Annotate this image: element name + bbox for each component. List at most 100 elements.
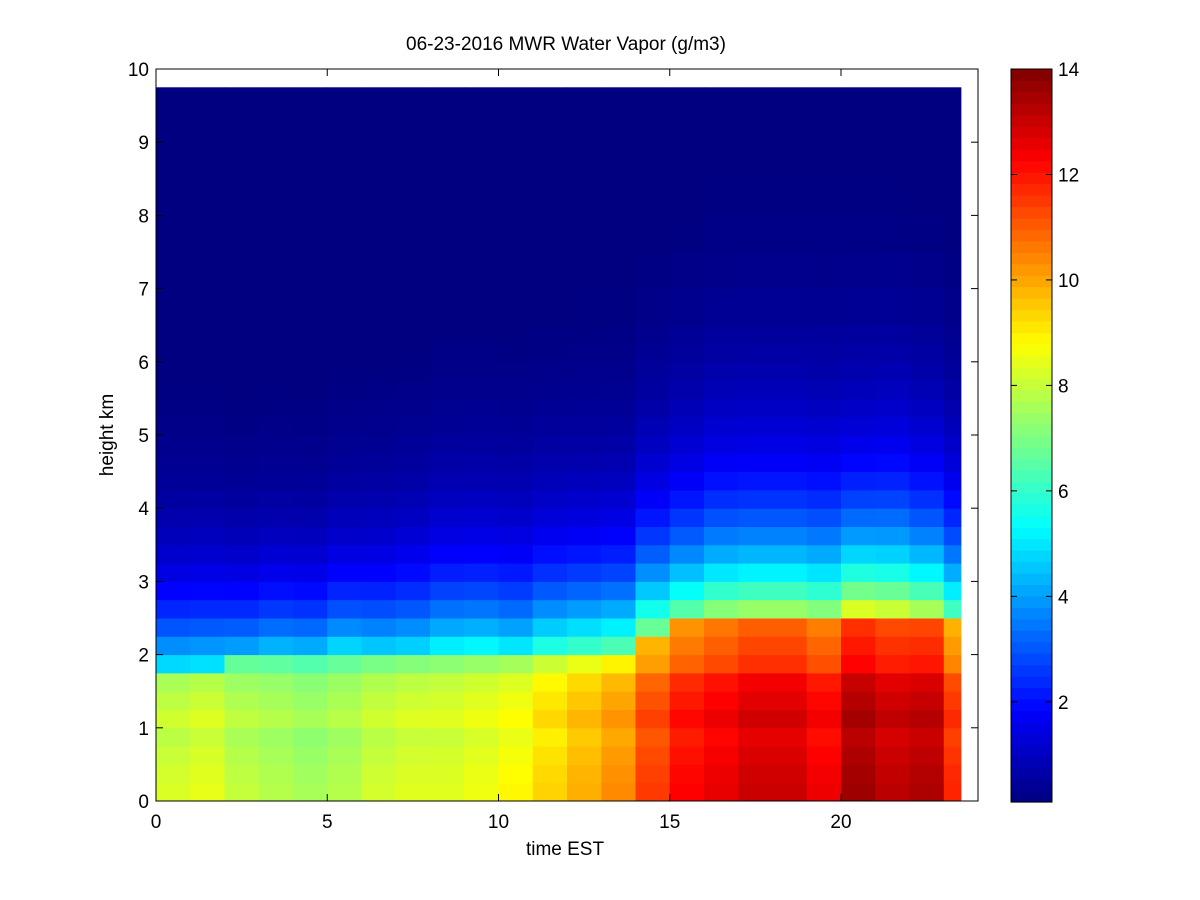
heatmap-cell — [532, 764, 568, 784]
y-axis-ticks: 0 1 2 3 4 5 6 7 8 9 10 — [128, 60, 978, 813]
heatmap-cell — [806, 252, 842, 290]
heatmap-cell — [635, 636, 671, 656]
heatmap-cell — [841, 782, 876, 802]
heatmap-cell — [806, 142, 842, 180]
heatmap-cell — [156, 489, 191, 509]
heatmap-cell — [738, 544, 773, 564]
heatmap-cell — [190, 672, 225, 692]
heatmap-cell — [704, 746, 739, 765]
heatmap-cell — [293, 654, 328, 674]
heatmap-cell — [772, 599, 808, 619]
colorbar-step — [1011, 309, 1052, 322]
heatmap-cell — [635, 142, 671, 180]
heatmap-cell — [875, 105, 910, 143]
colorbar-step — [1011, 126, 1052, 139]
heatmap-cell — [704, 618, 739, 637]
heatmap-cell — [635, 526, 671, 546]
heatmap-cell — [464, 398, 499, 418]
heatmap-cell — [156, 672, 191, 692]
heatmap-cell — [361, 599, 397, 619]
heatmap-cell — [532, 581, 568, 601]
heatmap-cell — [669, 581, 705, 601]
heatmap-cell — [635, 361, 671, 381]
colorbar-step — [1011, 332, 1052, 345]
heatmap-cell — [704, 544, 739, 564]
x-tick-label: 5 — [322, 812, 333, 833]
heatmap-cell — [293, 489, 328, 509]
heatmap-cell — [909, 508, 945, 527]
heatmap-cell — [190, 526, 225, 546]
colorbar-step — [1011, 194, 1052, 208]
heatmap-cell — [635, 435, 671, 454]
heatmap-cell — [327, 325, 362, 344]
heatmap-cell — [190, 343, 225, 363]
heatmap-cell — [190, 654, 225, 674]
y-tick-label: 0 — [138, 792, 149, 813]
heatmap-cell — [395, 87, 431, 107]
heatmap-cell — [909, 618, 945, 637]
heatmap-cell — [806, 709, 842, 729]
heatmap-cell — [635, 727, 671, 747]
heatmap-cell — [704, 764, 739, 784]
heatmap-cell — [601, 672, 636, 692]
heatmap-cell — [909, 489, 945, 509]
heatmap-cell — [635, 618, 671, 637]
heatmap-cell — [532, 361, 568, 381]
heatmap-cell — [806, 508, 842, 527]
heatmap-cell — [464, 471, 499, 491]
heatmap-cell — [293, 288, 328, 326]
heatmap-cell — [258, 581, 294, 601]
heatmap-cell — [669, 672, 705, 692]
heatmap-cell — [498, 764, 534, 784]
heatmap-cell — [772, 252, 808, 290]
heatmap-cell — [909, 672, 945, 692]
heatmap-cell — [532, 416, 568, 436]
heatmap-cell — [258, 252, 294, 290]
heatmap-cell — [224, 105, 260, 143]
heatmap-cell — [156, 380, 191, 399]
heatmap-cell — [327, 105, 362, 143]
heatmap-cell — [669, 215, 705, 253]
heatmap-cell — [327, 435, 362, 454]
heatmap-cell — [156, 215, 191, 253]
heatmap-cell — [498, 727, 534, 747]
heatmap-cell — [327, 471, 362, 491]
heatmap-cell — [772, 435, 808, 454]
heatmap-cell — [361, 105, 397, 143]
heatmap-cell — [875, 672, 910, 692]
heatmap-cell — [498, 636, 534, 656]
y-tick-label: 9 — [138, 133, 149, 154]
heatmap-cell — [224, 142, 260, 180]
heatmap-cell — [841, 654, 876, 674]
heatmap-cell — [430, 599, 465, 619]
colorbar-step — [1011, 767, 1052, 780]
heatmap-cell — [532, 380, 568, 399]
heatmap-cell — [875, 87, 910, 107]
heatmap-cell — [395, 215, 431, 253]
heatmap-cell — [943, 453, 962, 473]
heatmap-cell — [190, 691, 225, 710]
colorbar-tick-label: 14 — [1058, 60, 1080, 81]
heatmap-cell — [532, 343, 568, 363]
heatmap-cell — [841, 178, 876, 216]
heatmap-cell — [943, 178, 962, 216]
heatmap-cell — [430, 142, 465, 180]
heatmap-cell — [224, 526, 260, 546]
heatmap-cell — [601, 288, 636, 326]
heatmap-cell — [532, 618, 568, 637]
heatmap-cell — [943, 746, 962, 765]
heatmap-cell — [258, 782, 294, 802]
heatmap-cell — [498, 691, 534, 710]
heatmap-cell — [704, 252, 739, 290]
heatmap-cell — [841, 672, 876, 692]
colorbar-step — [1011, 721, 1052, 734]
heatmap-cell — [430, 544, 465, 564]
heatmap-cell — [806, 215, 842, 253]
heatmap-cell — [943, 709, 962, 729]
heatmap-cell — [190, 361, 225, 381]
heatmap-cell — [841, 361, 876, 381]
colorbar-step — [1011, 206, 1052, 219]
heatmap-cell — [806, 343, 842, 363]
heatmap-cell — [909, 325, 945, 344]
heatmap-cell — [327, 489, 362, 509]
